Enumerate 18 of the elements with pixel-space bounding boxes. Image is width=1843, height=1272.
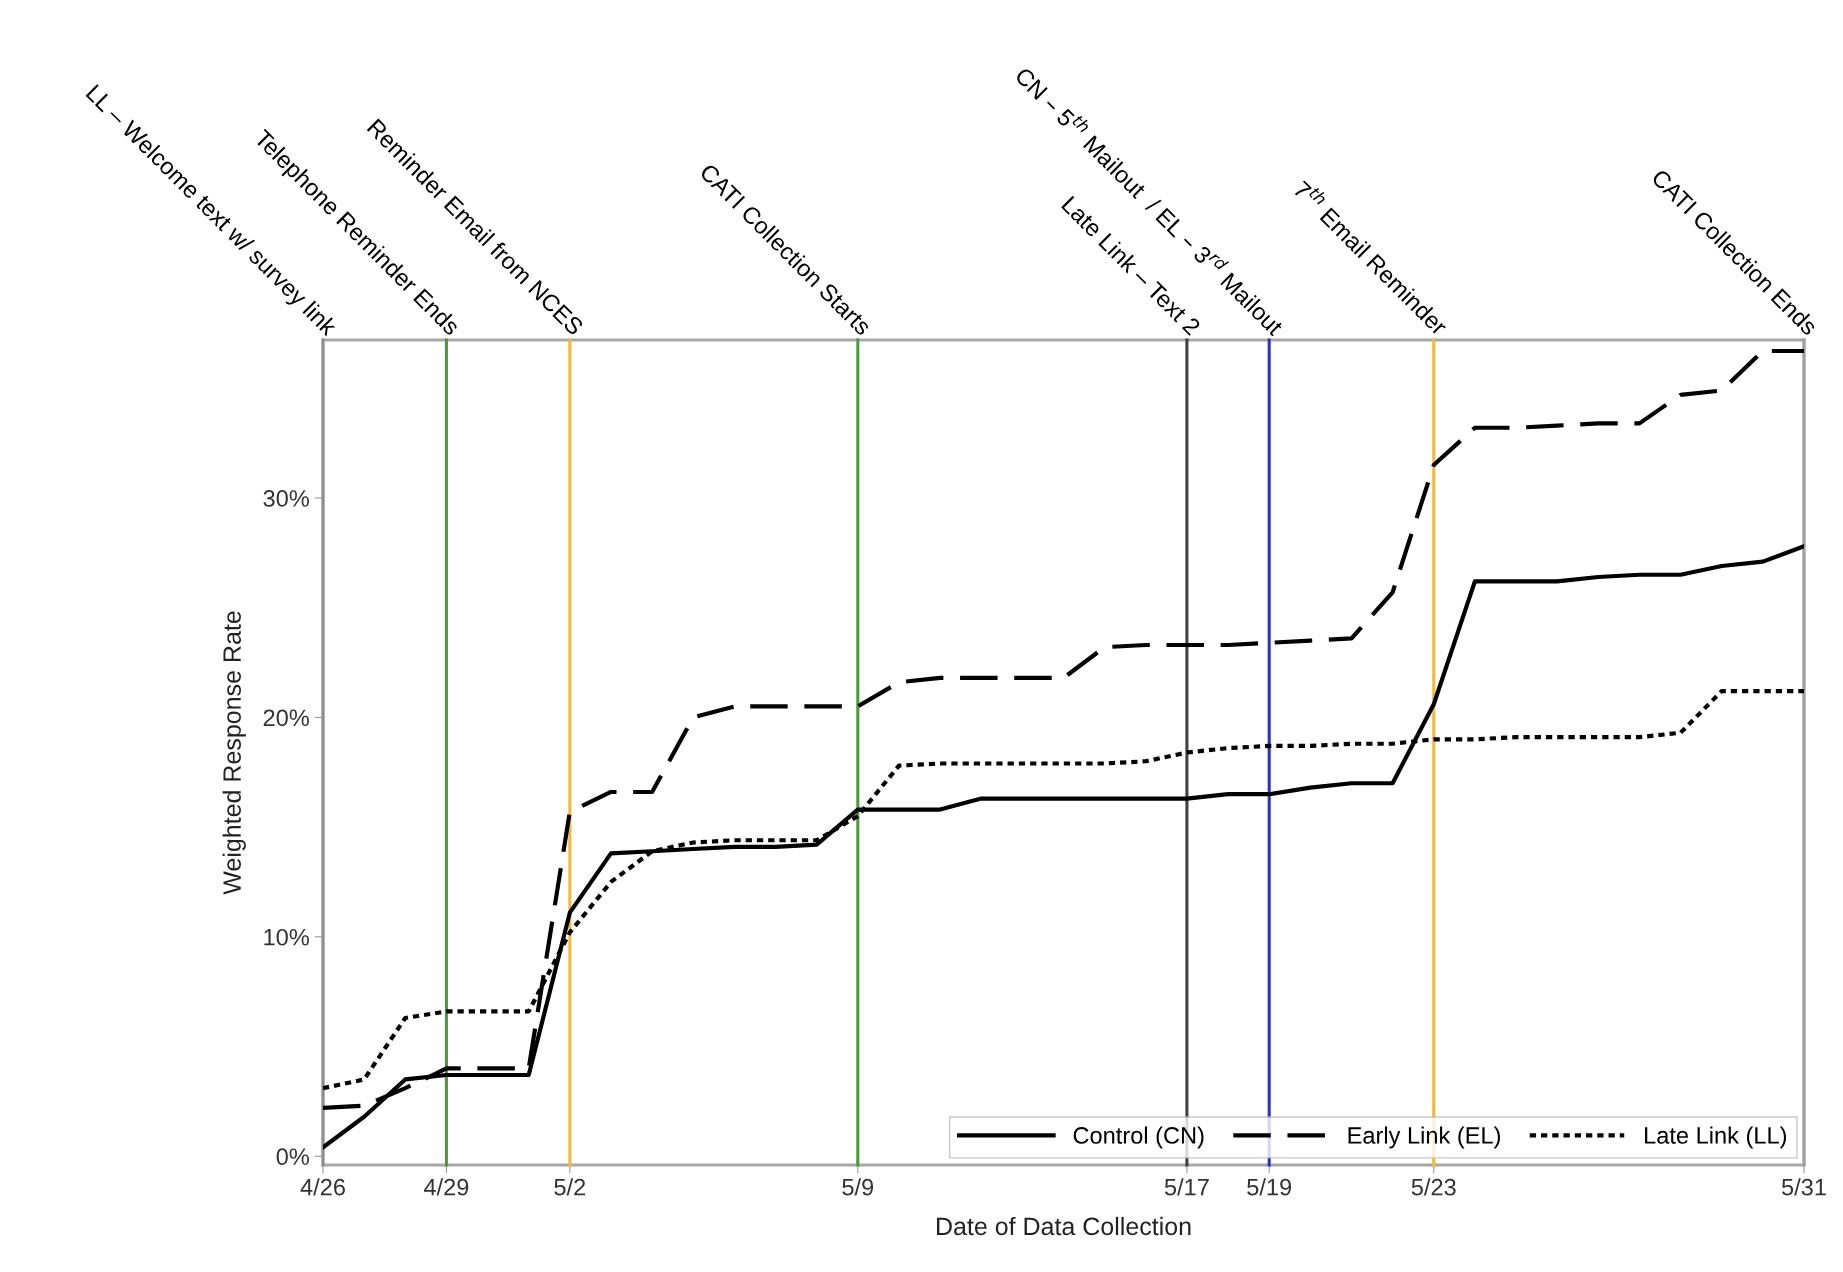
x-tick-label: 5/31 xyxy=(1781,1178,1826,1196)
x-tick-label: 5/9 xyxy=(842,1178,874,1196)
x-axis-title: Date of Data Collection xyxy=(937,1216,1191,1236)
y-tick-label: 0% xyxy=(276,1148,309,1166)
x-tick-label: 5/23 xyxy=(1411,1178,1456,1196)
ref-line-label: 7$^{th}$ Email Reminder xyxy=(1292,176,1453,337)
y-tick-label: 10% xyxy=(264,928,309,946)
x-tick-label: 4/26 xyxy=(300,1178,345,1196)
x-tick-label: 5/19 xyxy=(1247,1178,1292,1196)
y-tick-label: 30% xyxy=(263,490,309,507)
y-tick-label: 20% xyxy=(263,709,309,727)
y-axis-title: Weighted Response Rate xyxy=(222,611,246,895)
legend-label: Late Link (LL) xyxy=(1645,1126,1787,1149)
x-tick-label: 5/2 xyxy=(554,1178,586,1196)
legend-label: Control (CN) xyxy=(1073,1126,1204,1149)
legend-label: Early Link (EL) xyxy=(1348,1126,1500,1149)
x-tick-label: 5/17 xyxy=(1164,1178,1209,1196)
x-tick-label: 4/29 xyxy=(423,1178,469,1196)
